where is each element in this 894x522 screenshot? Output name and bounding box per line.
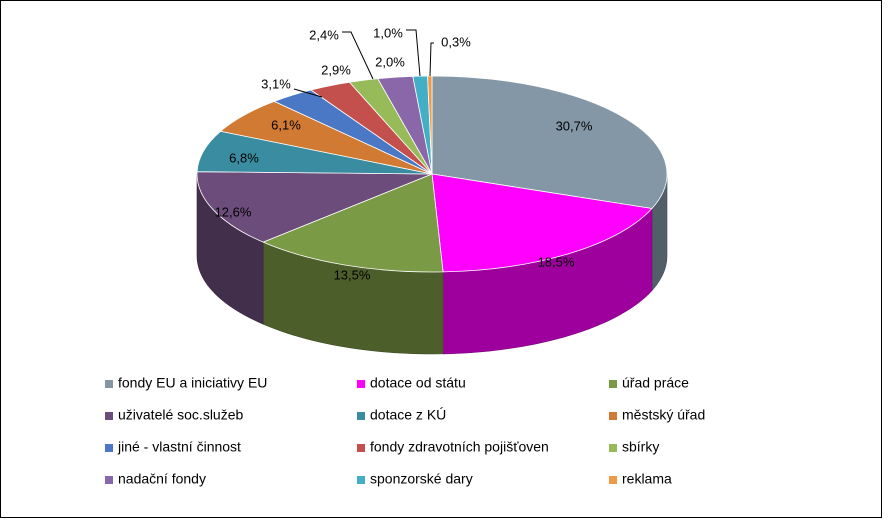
data-label-11: 0,3% — [441, 34, 471, 49]
data-label-8: 2,0% — [375, 54, 405, 69]
legend-label-4: dotace z KÚ — [370, 407, 446, 423]
legend-label-3: uživatelé soc.služeb — [118, 407, 244, 423]
data-label-7: 2,9% — [321, 62, 351, 77]
legend-swatch-10 — [357, 476, 365, 484]
leader-line-6 — [293, 88, 323, 98]
legend-swatch-1 — [357, 380, 365, 388]
legend-item-10: sponzorské dary — [357, 471, 473, 487]
leader-lines — [293, 29, 434, 98]
pie-sides — [196, 173, 668, 355]
pie-slice-3 — [196, 171, 433, 243]
legend-label-2: úřad práce — [622, 375, 689, 391]
legend-swatch-5 — [609, 412, 617, 420]
legend-item-11: reklama — [609, 471, 672, 487]
leader-line-9 — [342, 31, 374, 80]
legend-swatch-6 — [105, 444, 113, 452]
pie-slice-11 — [427, 75, 433, 175]
leader-line-11 — [429, 42, 434, 77]
legend-item-3: uživatelé soc.služeb — [105, 407, 244, 423]
legend-item-0: fondy EU a iniciativy EU — [105, 375, 267, 391]
legend-swatch-2 — [609, 380, 617, 388]
data-label-5: 6,1% — [271, 117, 301, 132]
legend-label-1: dotace od státu — [370, 375, 466, 391]
legend-swatch-8 — [609, 444, 617, 452]
leader-line-10 — [406, 29, 421, 77]
legend-swatch-0 — [105, 380, 113, 388]
legend-swatch-4 — [357, 412, 365, 420]
data-label-4: 6,8% — [229, 150, 259, 165]
pie-slice-0 — [431, 75, 668, 209]
legend-label-10: sponzorské dary — [370, 471, 473, 487]
legend-label-9: nadační fondy — [118, 471, 206, 487]
legend-swatch-9 — [105, 476, 113, 484]
legend-swatch-11 — [609, 476, 617, 484]
legend-item-9: nadační fondy — [105, 471, 206, 487]
legend-label-8: sbírky — [622, 439, 659, 455]
pie-labels: 30,7% 18,5% 13,5% 12,6% 6,8% 6,1% 3,1% 2,9% 2,0%… — [215, 25, 593, 282]
data-label-9: 2,4% — [309, 27, 339, 42]
data-label-2: 13,5% — [334, 267, 371, 282]
legend-item-5: městský úřad — [609, 407, 705, 423]
data-label-6: 3,1% — [261, 76, 291, 91]
pie-slice-1 — [431, 173, 653, 273]
legend-label-11: reklama — [622, 471, 672, 487]
data-label-0: 30,7% — [556, 118, 593, 133]
data-label-1: 18,5% — [538, 254, 575, 269]
legend-label-7: fondy zdravotních pojišťoven — [370, 439, 549, 455]
legend: fondy EU a iniciativy EU dotace od státu ú… — [105, 375, 705, 487]
legend-label-0: fondy EU a iniciativy EU — [118, 375, 267, 391]
legend-item-1: dotace od státu — [357, 375, 466, 391]
legend-swatch-7 — [357, 444, 365, 452]
legend-item-8: sbírky — [609, 439, 659, 455]
legend-item-6: jiné - vlastní činnost — [105, 439, 241, 455]
legend-item-2: úřad práce — [609, 375, 689, 391]
legend-label-5: městský úřad — [622, 407, 705, 423]
legend-swatch-3 — [105, 412, 113, 420]
legend-item-7: fondy zdravotních pojišťoven — [357, 439, 549, 455]
legend-label-6: jiné - vlastní činnost — [117, 439, 241, 455]
legend-item-4: dotace z KÚ — [357, 407, 446, 423]
data-label-10: 1,0% — [373, 25, 403, 40]
pie-slice-2 — [262, 173, 444, 273]
pie-tops — [196, 75, 668, 273]
data-label-3: 12,6% — [215, 204, 252, 219]
